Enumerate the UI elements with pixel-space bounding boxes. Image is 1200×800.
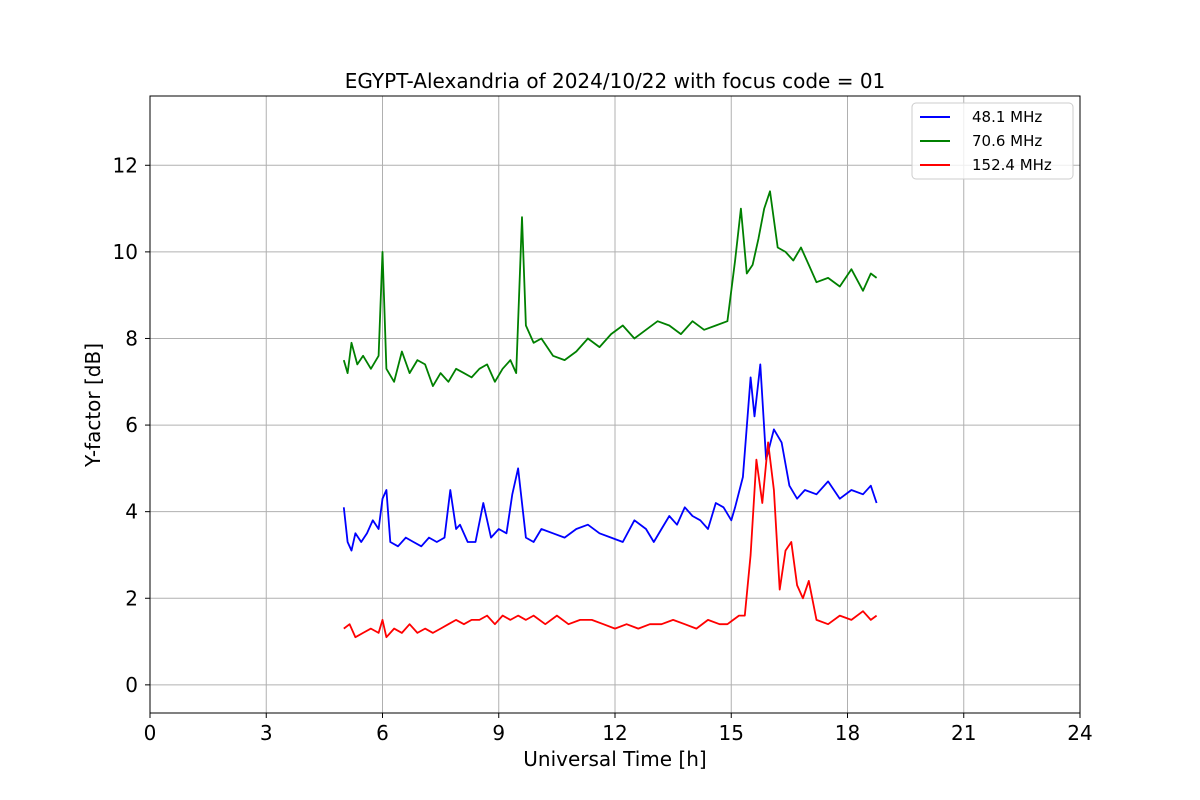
x-tick-label: 3 xyxy=(260,721,273,745)
y-axis-label: Y-factor [dB] xyxy=(81,343,105,468)
legend-label: 70.6 MHz xyxy=(972,132,1042,150)
y-tick-label: 6 xyxy=(125,413,138,437)
y-tick-label: 8 xyxy=(125,326,138,350)
chart-title: EGYPT-Alexandria of 2024/10/22 with focu… xyxy=(345,69,886,93)
y-tick-label: 10 xyxy=(113,240,138,264)
series-line-152-4-mhz xyxy=(343,441,878,639)
x-axis-label: Universal Time [h] xyxy=(523,747,706,771)
series-line-48-1-mhz xyxy=(342,363,878,552)
legend-label: 152.4 MHz xyxy=(972,156,1052,174)
y-tick-label: 0 xyxy=(125,673,138,697)
y-tick-label: 12 xyxy=(113,153,138,177)
legend: 48.1 MHz 70.6 MHz 152.4 MHz xyxy=(911,102,1074,180)
y-tick-label: 4 xyxy=(125,500,138,524)
x-tick-label: 15 xyxy=(719,721,744,745)
y-tick-label: 2 xyxy=(125,586,138,610)
x-tick-label: 6 xyxy=(376,721,389,745)
series-layer xyxy=(342,190,878,639)
series-group xyxy=(342,190,878,639)
x-tick-label: 0 xyxy=(144,721,157,745)
x-tick-label: 21 xyxy=(951,721,976,745)
legend-box xyxy=(911,102,1074,180)
x-tick-label: 24 xyxy=(1067,721,1092,745)
x-tick-label: 9 xyxy=(492,721,505,745)
legend-label: 48.1 MHz xyxy=(972,108,1042,126)
series-line-70-6-mhz xyxy=(342,190,878,388)
x-tick-label: 18 xyxy=(835,721,860,745)
x-tick-label: 12 xyxy=(602,721,627,745)
